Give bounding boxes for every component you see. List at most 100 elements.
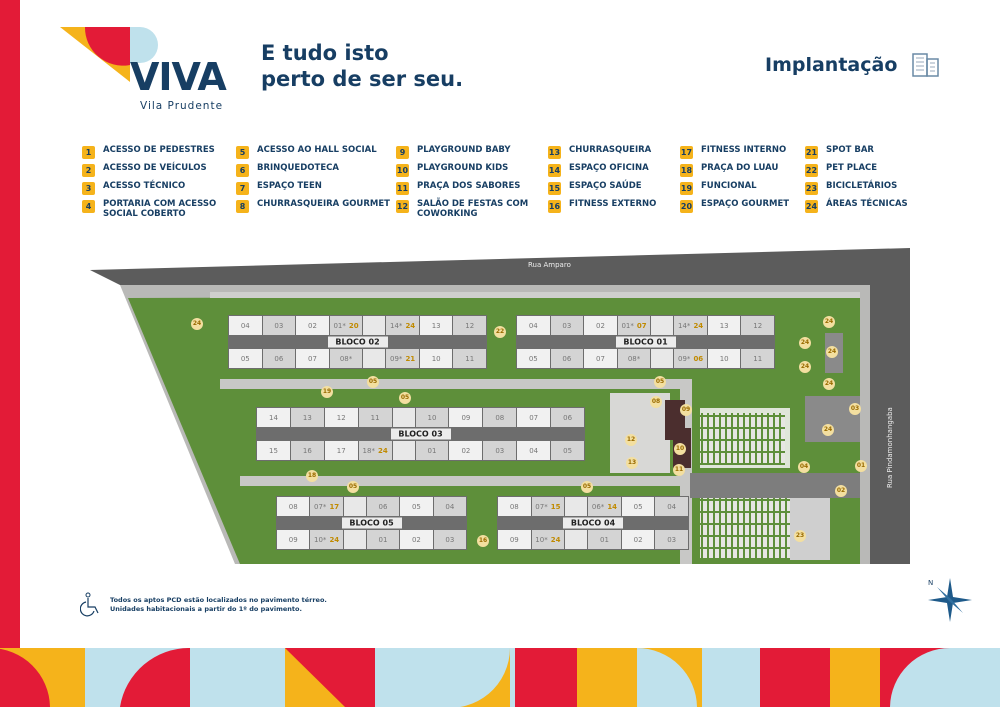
block-name: BLOCO 01 bbox=[615, 336, 676, 348]
unit-number: 15 bbox=[268, 446, 278, 455]
unit-number: 04 bbox=[240, 321, 250, 330]
amenity-marker: 24 bbox=[826, 346, 838, 358]
unit-number: 08 bbox=[288, 502, 298, 511]
unit-number: 06 bbox=[563, 413, 573, 422]
wheelchair-icon bbox=[80, 592, 99, 617]
legend-item: 22 PET PLACE bbox=[805, 163, 985, 177]
legend-item: 10 PLAYGROUND KIDS bbox=[396, 163, 544, 177]
unit-number: 02 bbox=[461, 446, 471, 455]
legend-number-badge: 3 bbox=[82, 182, 95, 195]
legend-label: PORTARIA COM ACESSO SOCIAL COBERTO bbox=[103, 199, 217, 219]
legend-number-badge: 18 bbox=[680, 164, 693, 177]
stair-core bbox=[343, 497, 366, 516]
section-title: Implantação bbox=[765, 52, 941, 78]
apartment-unit: 11 bbox=[741, 349, 775, 368]
apartment-unit: 01 bbox=[588, 530, 621, 549]
unit-number: 07 bbox=[307, 354, 317, 363]
legend-item: 11 PRAÇA DOS SABORES bbox=[396, 181, 544, 195]
amenity-marker: 13 bbox=[626, 457, 638, 469]
unit-number: 09 bbox=[461, 413, 471, 422]
legend-item: 20 ESPAÇO GOURMET bbox=[680, 199, 801, 213]
unit-number: 14* bbox=[390, 321, 403, 330]
logo-shapes bbox=[60, 27, 158, 82]
stair-core bbox=[392, 408, 415, 427]
unit-number: 01* bbox=[621, 321, 634, 330]
unit-amenity-number: 24 bbox=[550, 535, 561, 544]
legend-label: CHURRASQUEIRA GOURMET bbox=[257, 199, 390, 209]
unit-number: 05 bbox=[411, 502, 421, 511]
unit-amenity-number: 07 bbox=[636, 321, 647, 330]
legend-label: ESPAÇO OFICINA bbox=[569, 163, 649, 173]
unit-number: 10* bbox=[535, 535, 548, 544]
section-title-text: Implantação bbox=[765, 54, 898, 76]
unit-number: 10 bbox=[719, 354, 729, 363]
unit-number: 10 bbox=[427, 413, 437, 422]
apartment-unit: 05 bbox=[229, 349, 262, 368]
note-line-1: Todos os aptos PCD estão localizados no … bbox=[110, 596, 327, 604]
apartment-unit: 09* 06 bbox=[674, 349, 707, 368]
logo-subtitle: Vila Prudente bbox=[140, 100, 224, 112]
apartment-unit: 13 bbox=[419, 316, 453, 335]
pcd-note: Todos os aptos PCD estão localizados no … bbox=[110, 596, 327, 614]
apartment-unit: 07* 17 bbox=[310, 497, 343, 516]
unit-number: 09 bbox=[288, 535, 298, 544]
unit-number: 10* bbox=[314, 535, 327, 544]
tagline-line-1: E tudo isto bbox=[261, 41, 389, 65]
legend-label: PLAYGROUND KIDS bbox=[417, 163, 509, 173]
amenity-marker: 08 bbox=[650, 396, 662, 408]
street-label-top: Rua Amparo bbox=[528, 261, 571, 269]
legend-number-badge: 13 bbox=[548, 146, 561, 159]
apartment-unit: 14 bbox=[257, 408, 290, 427]
unit-number: 06 bbox=[562, 354, 572, 363]
amenity-marker: 22 bbox=[494, 326, 506, 338]
legend-number-badge: 9 bbox=[396, 146, 409, 159]
apartment-unit: 18* 24 bbox=[358, 441, 392, 460]
unit-number: 03 bbox=[445, 535, 455, 544]
legend-label: FITNESS EXTERNO bbox=[569, 199, 657, 209]
building-block: 14 13 12 11 10 09 08 07 06 15 16 17 18* 24 01 02 03 04 05 B… bbox=[256, 407, 585, 461]
block-name: BLOCO 03 bbox=[390, 428, 451, 440]
stair-core bbox=[392, 441, 415, 460]
unit-number: 17 bbox=[336, 446, 346, 455]
legend-number-badge: 21 bbox=[805, 146, 818, 159]
amenity-marker: 03 bbox=[849, 403, 861, 415]
unit-number: 08* bbox=[339, 354, 353, 363]
unit-number: 07* bbox=[314, 502, 327, 511]
apartment-unit: 08 bbox=[277, 497, 310, 516]
apartment-unit: 12 bbox=[741, 316, 775, 335]
apartment-unit: 04 bbox=[517, 441, 551, 460]
site-plan-map: Rua Amparo Rua Pindamonhangaba 04 03 02 01*… bbox=[90, 248, 910, 564]
amenity-marker: 11 bbox=[673, 464, 685, 476]
legend-label: FITNESS INTERNO bbox=[701, 145, 787, 155]
legend-label: PET PLACE bbox=[826, 163, 878, 173]
unit-number: 11 bbox=[465, 354, 475, 363]
legend-label: ACESSO AO HALL SOCIAL bbox=[257, 145, 377, 155]
legend-label: FUNCIONAL bbox=[701, 181, 757, 191]
apartment-unit: 10 bbox=[415, 408, 449, 427]
building-block: 08 07* 17 06 05 04 09 10* 24 01 02 03 BLOCO 05 bbox=[276, 496, 467, 550]
amenity-marker: 24 bbox=[191, 318, 203, 330]
legend-number-badge: 4 bbox=[82, 200, 95, 213]
unit-row: 09 10* 24 01 02 03 bbox=[277, 530, 467, 549]
stair-core bbox=[363, 316, 386, 335]
amenity-marker: 23 bbox=[794, 530, 806, 542]
amenity-marker: 12 bbox=[625, 434, 637, 446]
legend-item: 19 FUNCIONAL bbox=[680, 181, 801, 195]
apartment-unit: 02 bbox=[400, 530, 433, 549]
compass-north-label: N bbox=[928, 579, 933, 587]
apartment-unit: 03 bbox=[483, 441, 517, 460]
legend-item: 14 ESPAÇO OFICINA bbox=[548, 163, 676, 177]
apartment-unit: 05 bbox=[517, 349, 550, 368]
unit-row: 15 16 17 18* 24 01 02 03 04 05 bbox=[257, 441, 585, 460]
legend-label: SALÃO DE FESTAS COM COWORKING bbox=[417, 199, 529, 219]
apartment-unit: 05 bbox=[400, 497, 433, 516]
apartment-unit: 05 bbox=[621, 497, 655, 516]
unit-number: 01* bbox=[333, 321, 346, 330]
unit-number: 12 bbox=[465, 321, 475, 330]
unit-number: 13 bbox=[302, 413, 312, 422]
apartment-unit: 02 bbox=[584, 316, 617, 335]
unit-number: 16 bbox=[302, 446, 312, 455]
amenity-marker: 24 bbox=[822, 424, 834, 436]
apartment-unit: 06 bbox=[262, 349, 296, 368]
legend-item: 8 CHURRASQUEIRA GOURMET bbox=[236, 199, 392, 213]
